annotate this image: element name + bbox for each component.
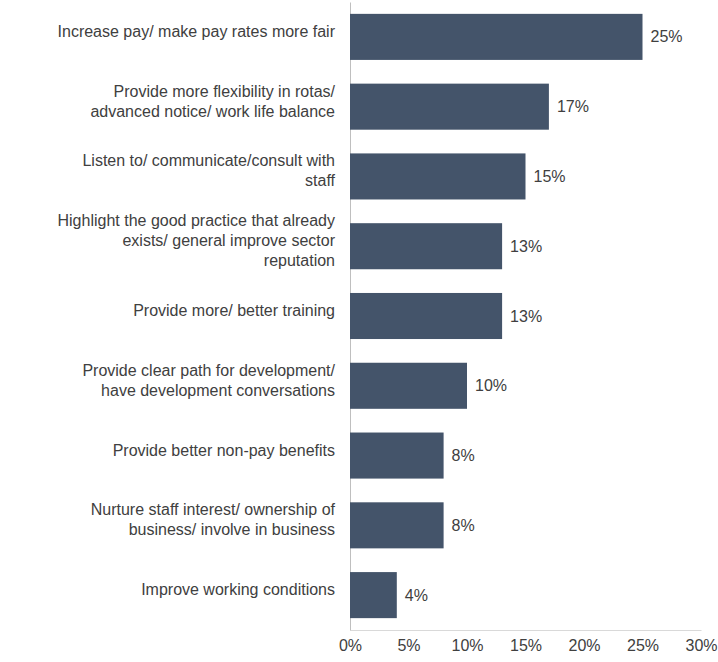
y-tick-label-line: Nurture staff interest/ ownership of [91, 501, 336, 518]
y-tick-label-line: exists/ general improve sector [122, 232, 335, 249]
x-tick-label: 15% [510, 637, 542, 654]
y-tick-label-line: Listen to/ communicate/consult with [82, 152, 335, 169]
y-tick: Improve working conditions [141, 581, 350, 598]
y-tick: Listen to/ communicate/consult with staff [82, 152, 350, 189]
data-label: 8% [452, 447, 475, 464]
y-tick: Provide more/ better training [133, 302, 350, 319]
y-tick-label-line: Increase pay/ make pay rates more fair [58, 23, 336, 40]
y-tick: Provide more flexibility in rotas/advanc… [90, 83, 350, 120]
y-axis: Increase pay/ make pay rates more fair Pr… [57, 3, 350, 631]
y-tick-label-line: Improve working conditions [141, 581, 335, 598]
x-tick: 30% [685, 630, 717, 654]
x-tick: 0% [339, 630, 362, 654]
bars [350, 14, 643, 618]
y-tick: Provide clear path for development/have … [82, 362, 350, 399]
y-tick-label-line: reputation [264, 252, 335, 269]
bar [350, 84, 549, 130]
data-label: 13% [510, 308, 542, 325]
y-tick-label-line: Provide clear path for development/ [82, 362, 335, 379]
y-tick-label-line: business/ involve in business [129, 521, 335, 538]
data-label: 25% [651, 28, 683, 45]
y-tick-label-line: have development conversations [101, 382, 335, 399]
y-tick-label-line: advanced notice/ work life balance [90, 103, 335, 120]
y-tick-label: Highlight the good practice that already… [57, 212, 335, 269]
y-tick-label: Provide more flexibility in rotas/advanc… [90, 83, 335, 120]
bar [350, 153, 526, 199]
data-label: 17% [557, 98, 589, 115]
y-tick: Nurture staff interest/ ownership of busi… [91, 501, 350, 538]
x-axis-line [351, 630, 702, 631]
y-tick-label-line: staff [305, 172, 336, 189]
y-tick: Highlight the good practice that already… [57, 212, 350, 269]
y-tick-label-line: Provide more flexibility in rotas/ [114, 83, 336, 100]
y-tick-label-line: Provide better non-pay benefits [113, 442, 335, 459]
y-tick-label: Improve working conditions [141, 581, 335, 598]
chart: 0% 5% 10% 15% 20% 25% 30% Increase pay/ make pa… [0, 0, 718, 662]
x-tick-label: 0% [339, 637, 362, 654]
data-label: 4% [405, 587, 428, 604]
x-tick: 15% [510, 630, 542, 654]
y-tick-label: Increase pay/ make pay rates more fair [58, 23, 336, 40]
data-label: 8% [452, 517, 475, 534]
y-tick-label-line: Highlight the good practice that already [57, 212, 335, 229]
x-tick-label: 10% [451, 637, 483, 654]
bar [350, 363, 467, 409]
data-label: 10% [475, 377, 507, 394]
x-axis: 0% 5% 10% 15% 20% 25% 30% [339, 630, 718, 654]
data-labels: 25% 17% 15% 13% 13% 10% 8% 8% 4% [405, 28, 683, 603]
bar [350, 223, 502, 269]
y-tick-label: Provide better non-pay benefits [113, 442, 335, 459]
y-tick-label: Nurture staff interest/ ownership of busi… [91, 501, 336, 538]
y-tick-label-line: Provide more/ better training [133, 302, 335, 319]
x-tick: 5% [397, 630, 420, 654]
x-tick-label: 30% [685, 637, 717, 654]
x-tick-label: 25% [627, 637, 659, 654]
x-tick-label: 5% [397, 637, 420, 654]
x-tick: 20% [568, 630, 600, 654]
x-tick: 25% [627, 630, 659, 654]
y-tick: Provide better non-pay benefits [113, 442, 350, 459]
bar [350, 433, 444, 479]
bar [350, 293, 502, 339]
x-tick: 10% [451, 630, 483, 654]
bar [350, 502, 444, 548]
data-label: 13% [510, 238, 542, 255]
y-tick: Increase pay/ make pay rates more fair [58, 23, 350, 40]
y-tick-label: Listen to/ communicate/consult with staff [82, 152, 335, 189]
data-label: 15% [534, 168, 566, 185]
y-tick-label: Provide clear path for development/have … [82, 362, 335, 399]
bar [350, 14, 643, 60]
plot: 0% 5% 10% 15% 20% 25% 30% Increase pay/ make pa… [57, 3, 717, 655]
y-tick-label: Provide more/ better training [133, 302, 335, 319]
bar [350, 572, 397, 618]
x-tick-label: 20% [568, 637, 600, 654]
